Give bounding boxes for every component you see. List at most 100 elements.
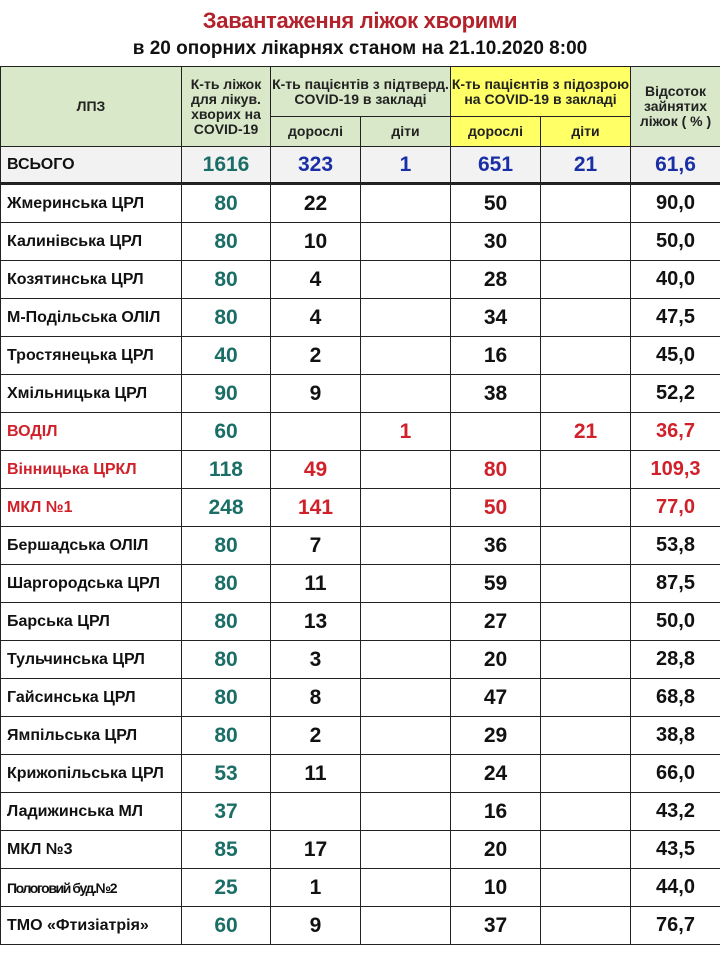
cell-confirmed-children: [360, 754, 451, 793]
cell-suspected-children: 21: [540, 412, 631, 451]
cell-suspected-adults: 16: [450, 336, 541, 375]
cell-percent: 53,8: [630, 526, 720, 565]
cell-facility-name: Ладижинська МЛ: [0, 792, 182, 831]
cell-beds: 80: [181, 678, 271, 717]
cell-confirmed-children: [360, 868, 451, 907]
cell-beds: 90: [181, 374, 271, 413]
table-row: Хмільницька ЦРЛ 90 9 38 52,2: [0, 374, 720, 413]
cell-confirmed-children: [360, 260, 451, 299]
cell-beds: 60: [181, 906, 271, 945]
cell-facility-name: Хмільницька ЦРЛ: [0, 374, 182, 413]
cell-percent: 43,2: [630, 792, 720, 831]
cell-confirmed-adults: 7: [270, 526, 361, 565]
cell-confirmed-adults: 10: [270, 222, 361, 261]
total-row: ВСЬОГО 1616 323 1 651 21 61,6: [0, 146, 720, 185]
total-suspected-adults: 651: [450, 146, 541, 185]
cell-confirmed-children: [360, 526, 451, 565]
table-row: Калинівська ЦРЛ 80 10 30 50,0: [0, 222, 720, 261]
cell-facility-name: Гайсинська ЦРЛ: [0, 678, 182, 717]
cell-facility-name: Козятинська ЦРЛ: [0, 260, 182, 299]
cell-facility-name: ВОДІЛ: [0, 412, 182, 451]
cell-suspected-adults: 34: [450, 298, 541, 337]
cell-percent: 44,0: [630, 868, 720, 907]
cell-percent: 76,7: [630, 906, 720, 945]
page-title: Завантаження ліжок хворими: [202, 8, 518, 33]
cell-suspected-adults: 10: [450, 868, 541, 907]
cell-beds: 53: [181, 754, 271, 793]
cell-beds: 80: [181, 602, 271, 641]
total-label: ВСЬОГО: [0, 146, 182, 185]
table-row: Бершадська ОЛІЛ 80 7 36 53,8: [0, 526, 720, 565]
cell-suspected-children: [540, 716, 631, 755]
table-row: МКЛ №1 248 141 50 77,0: [0, 488, 720, 527]
header-suspected-adults: дорослі: [450, 116, 541, 147]
cell-facility-name: ТМО «Фтизіатрія»: [0, 906, 182, 945]
bed-occupancy-table: ЛПЗ К-ть ліжок для лікув. хворих на COVI…: [0, 66, 720, 945]
cell-suspected-children: [540, 298, 631, 337]
cell-suspected-children: [540, 868, 631, 907]
cell-confirmed-adults: 2: [270, 716, 361, 755]
cell-beds: 60: [181, 412, 271, 451]
total-confirmed-children: 1: [360, 146, 451, 185]
cell-confirmed-adults: [270, 412, 361, 451]
cell-facility-name: Тульчинська ЦРЛ: [0, 640, 182, 679]
cell-suspected-children: [540, 374, 631, 413]
header-beds: К-ть ліжок для лікув. хворих на COVID-19: [181, 66, 271, 147]
cell-beds: 40: [181, 336, 271, 375]
cell-confirmed-adults: 2: [270, 336, 361, 375]
cell-suspected-adults: 59: [450, 564, 541, 603]
cell-confirmed-children: [360, 640, 451, 679]
cell-confirmed-adults: 9: [270, 906, 361, 945]
cell-facility-name: Тростянецька ЦРЛ: [0, 336, 182, 375]
cell-confirmed-adults: 13: [270, 602, 361, 641]
cell-facility-name: МКЛ №1: [0, 488, 182, 527]
cell-confirmed-children: [360, 222, 451, 261]
cell-suspected-children: [540, 678, 631, 717]
cell-suspected-adults: [450, 412, 541, 451]
cell-beds: 25: [181, 868, 271, 907]
cell-confirmed-children: [360, 450, 451, 489]
cell-percent: 45,0: [630, 336, 720, 375]
cell-confirmed-children: 1: [360, 412, 451, 451]
table-row: Тульчинська ЦРЛ 80 3 20 28,8: [0, 640, 720, 679]
cell-beds: 37: [181, 792, 271, 831]
table-row: Вінницька ЦРКЛ 118 49 80 109,3: [0, 450, 720, 489]
header-confirmed-children: діти: [360, 116, 451, 147]
cell-percent: 36,7: [630, 412, 720, 451]
cell-facility-name: МКЛ №3: [0, 830, 182, 869]
cell-facility-name: Калинівська ЦРЛ: [0, 222, 182, 261]
cell-facility-name: Барська ЦРЛ: [0, 602, 182, 641]
cell-confirmed-children: [360, 183, 451, 223]
cell-confirmed-adults: 17: [270, 830, 361, 869]
cell-facility-name: Шаргородська ЦРЛ: [0, 564, 182, 603]
table-row: МКЛ №3 85 17 20 43,5: [0, 830, 720, 869]
cell-percent: 90,0: [630, 183, 720, 223]
cell-beds: 80: [181, 716, 271, 755]
cell-facility-name: М-Подільська ОЛІЛ: [0, 298, 182, 337]
cell-suspected-children: [540, 792, 631, 831]
cell-confirmed-children: [360, 830, 451, 869]
cell-facility-name: Крижопільська ЦРЛ: [0, 754, 182, 793]
cell-suspected-adults: 38: [450, 374, 541, 413]
table-row: Жмеринська ЦРЛ 80 22 50 90,0: [0, 183, 720, 223]
cell-suspected-adults: 47: [450, 678, 541, 717]
table-row: Гайсинська ЦРЛ 80 8 47 68,8: [0, 678, 720, 717]
cell-suspected-adults: 30: [450, 222, 541, 261]
cell-suspected-children: [540, 754, 631, 793]
total-beds: 1616: [181, 146, 271, 185]
cell-confirmed-children: [360, 488, 451, 527]
cell-suspected-adults: 20: [450, 640, 541, 679]
cell-confirmed-adults: 141: [270, 488, 361, 527]
header-suspected-children: діти: [540, 116, 631, 147]
cell-beds: 80: [181, 222, 271, 261]
cell-suspected-adults: 80: [450, 450, 541, 489]
cell-percent: 38,8: [630, 716, 720, 755]
cell-percent: 50,0: [630, 602, 720, 641]
cell-confirmed-adults: 11: [270, 754, 361, 793]
cell-confirmed-adults: 49: [270, 450, 361, 489]
cell-confirmed-children: [360, 336, 451, 375]
cell-facility-name: Бершадська ОЛІЛ: [0, 526, 182, 565]
header-confirmed-adults: дорослі: [270, 116, 361, 147]
cell-suspected-children: [540, 183, 631, 223]
page-subtitle: в 20 опорних лікарнях станом на 21.10.20…: [132, 38, 588, 59]
